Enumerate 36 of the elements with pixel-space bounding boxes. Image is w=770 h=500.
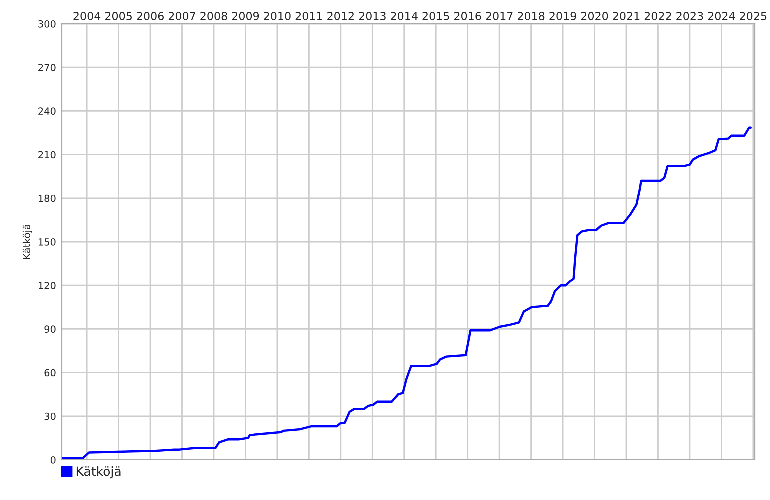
- x-tick-label: 2016: [454, 12, 482, 20]
- x-tick-label: 2022: [644, 12, 672, 20]
- y-tick-label: 0: [50, 456, 56, 464]
- x-tick-label: 2024: [708, 12, 736, 20]
- x-tick-label: 2021: [613, 12, 640, 20]
- y-tick-label: 240: [38, 108, 56, 116]
- x-tick-label: 2013: [359, 12, 386, 20]
- x-tick-label: 2015: [422, 12, 450, 20]
- y-tick-label: 300: [38, 20, 56, 28]
- y-tick-label: 210: [38, 151, 56, 159]
- y-tick-label: 120: [38, 282, 56, 290]
- x-tick-label: 2006: [137, 12, 164, 20]
- x-tick-label: 2009: [232, 12, 260, 20]
- x-tick-label: 2018: [518, 12, 545, 20]
- x-tick-label: 2005: [105, 12, 132, 20]
- x-tick-label: 2004: [74, 12, 101, 20]
- y-tick-label: 30: [44, 412, 56, 420]
- x-tick-label: 2023: [676, 12, 704, 20]
- x-tick-label: 2020: [581, 12, 608, 20]
- x-tick-label: 2010: [264, 12, 291, 20]
- x-tick-label: 2025: [740, 12, 767, 20]
- x-tick-label: 2017: [486, 12, 513, 20]
- y-tick-label: 180: [38, 194, 56, 202]
- x-tick-label: 2014: [391, 12, 418, 20]
- x-tick-label: 2007: [168, 12, 196, 20]
- legend-label: Kätköjä: [76, 466, 121, 479]
- line-series: [62, 126, 752, 460]
- y-tick-label: 60: [44, 369, 56, 377]
- y-tick-label: 150: [38, 238, 56, 246]
- x-tick-label: 2012: [328, 12, 354, 20]
- y-axis-title: Kätköjä: [22, 224, 32, 259]
- y-tick-label: 90: [44, 326, 56, 334]
- x-tick-label: 2011: [296, 12, 322, 20]
- x-tick-label: 2019: [550, 12, 576, 20]
- y-tick-label: 270: [38, 64, 56, 72]
- x-tick-label: 2008: [200, 12, 228, 20]
